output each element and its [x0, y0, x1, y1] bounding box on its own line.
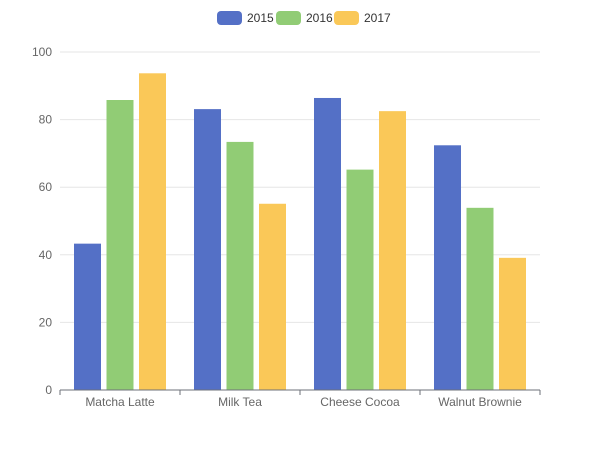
bar-2016-cheese-cocoa[interactable]: [346, 169, 374, 390]
bar-2015-milk-tea[interactable]: [194, 109, 221, 391]
y-tick-label: 60: [39, 180, 53, 194]
legend-label-2015[interactable]: 2015: [247, 11, 274, 25]
y-tick-label: 100: [32, 45, 52, 59]
bar-2017-cheese-cocoa[interactable]: [379, 111, 406, 391]
x-axis: Matcha Latte Milk Tea Cheese Cocoa Walnut B…: [59, 389, 541, 409]
bar-2015-cheese-cocoa[interactable]: [314, 97, 341, 390]
x-tick-label: Cheese Cocoa: [320, 395, 400, 409]
bar-2017-milk-tea[interactable]: [259, 203, 286, 390]
bars: [74, 73, 526, 391]
legend-label-2016[interactable]: 2016: [306, 11, 333, 25]
bar-2015-walnut-brownie[interactable]: [434, 145, 461, 390]
bar-2017-walnut-brownie[interactable]: [499, 257, 526, 390]
bar-2016-matcha-latte[interactable]: [106, 100, 134, 390]
y-axis: 0 20 40 60 80 100: [32, 45, 52, 397]
bar-2016-walnut-brownie[interactable]: [466, 207, 494, 390]
y-tick-label: 80: [39, 113, 53, 127]
legend-swatch-2016[interactable]: [276, 11, 301, 25]
y-tick-label: 40: [39, 248, 53, 262]
legend: 2015 2016 2017: [217, 11, 391, 25]
y-tick-label: 0: [45, 383, 52, 397]
bar-2016-milk-tea[interactable]: [226, 141, 254, 390]
legend-label-2017[interactable]: 2017: [364, 11, 391, 25]
legend-swatch-2017[interactable]: [334, 11, 359, 25]
x-tick-label: Matcha Latte: [85, 395, 155, 409]
legend-swatch-2015[interactable]: [217, 11, 242, 25]
bar-2015-matcha-latte[interactable]: [74, 243, 101, 390]
bar-2017-matcha-latte[interactable]: [139, 73, 166, 390]
x-tick-label: Walnut Brownie: [438, 395, 522, 409]
y-tick-label: 20: [39, 315, 53, 329]
x-tick-label: Milk Tea: [218, 395, 262, 409]
